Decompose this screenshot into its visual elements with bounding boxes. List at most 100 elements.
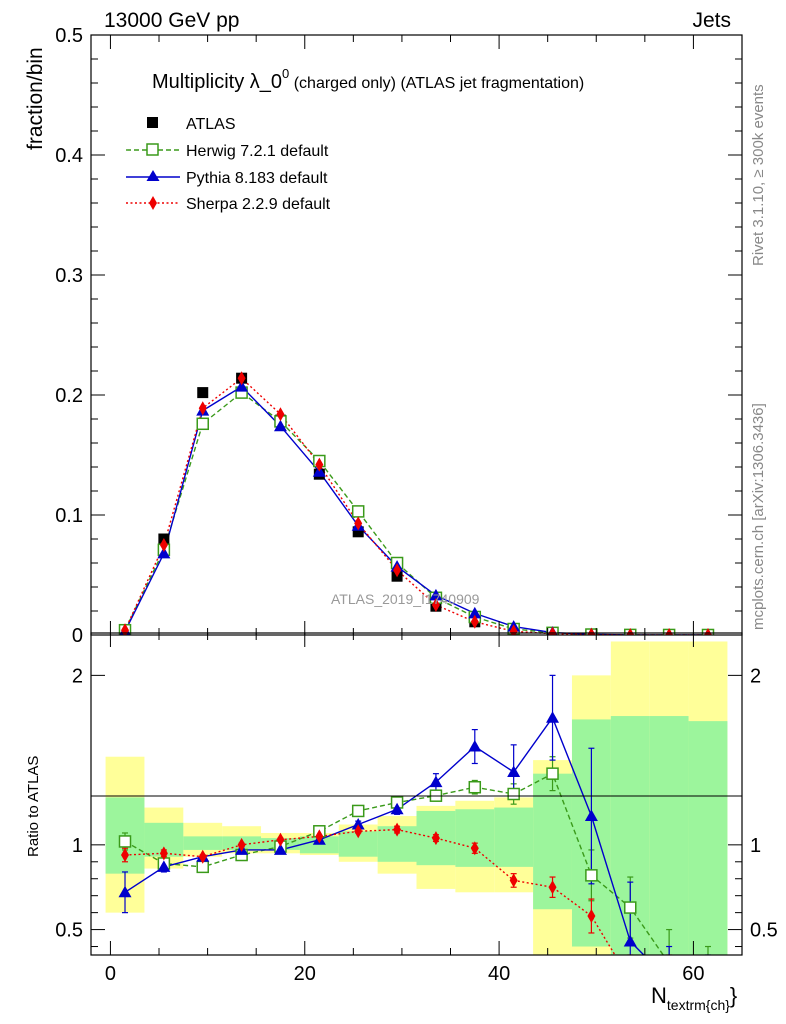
ratio-pythia-point [546, 711, 560, 723]
legend: Multiplicity λ_00 (charged only) (ATLAS … [126, 66, 584, 213]
ratio-pythia-point [623, 934, 637, 947]
main-herwig-point [196, 417, 209, 431]
ratio-y-axis-label: Ratio to ATLAS [25, 756, 42, 857]
ratio-band-inner [494, 807, 534, 867]
ratio-sherpa-point [121, 848, 130, 863]
legend-pythia-label: Pythia 8.183 default [186, 170, 328, 187]
main-sherpa-point [470, 614, 479, 629]
x-tick-label: 20 [294, 963, 316, 985]
legend-entry-atlas: ATLAS [147, 116, 236, 133]
ratio-y-tick-label-right: 1 [750, 835, 761, 857]
legend-herwig-marker [146, 143, 159, 156]
main-sherpa-point [393, 563, 402, 578]
main-sherpa-point [354, 516, 363, 531]
rivet-version-label: Rivet 3.1.10, ≥ 300k events [750, 84, 767, 266]
ratio-band-inner [455, 809, 495, 867]
ratio-herwig-point [546, 767, 559, 780]
legend-entry-herwig: Herwig 7.2.1 default [126, 143, 329, 160]
main-pythia-point [235, 380, 249, 392]
ratio-y-tick-label-right: 0.5 [750, 920, 778, 942]
ratio-herwig-point [118, 835, 132, 848]
legend-sherpa-marker [149, 196, 157, 210]
ratio-pythia-point [468, 740, 482, 752]
main-pythia-point [468, 606, 482, 619]
ratio-pythia-point [584, 809, 598, 822]
ratio-band-inner [688, 721, 728, 955]
main-herwig-point [351, 505, 365, 518]
ratio-y-tick-label-left: 1 [72, 835, 83, 857]
main-y-tick-label: 0.1 [55, 505, 83, 527]
main-sherpa-point [509, 624, 518, 635]
ratio-band-inner [649, 716, 689, 955]
ratio-pythia-point [507, 765, 521, 777]
ratio-sherpa-point [626, 973, 634, 987]
header-observable: Jets [692, 9, 731, 32]
x-tick-label: 0 [105, 963, 116, 985]
ratio-y-tick-label-right: 2 [750, 665, 761, 687]
ratio-pythia-point [273, 843, 287, 855]
ratio-sherpa-point [509, 873, 518, 888]
x-tick-label: 60 [682, 963, 704, 985]
ratio-sherpa-point [470, 841, 479, 856]
ratio-pythia-point [390, 802, 404, 815]
ratio-band-inner [183, 836, 223, 850]
ratio-herwig-point [624, 901, 637, 914]
main-y-tick-label: 0.4 [55, 145, 83, 167]
main-atlas-point [197, 387, 209, 399]
main-y-tick-label: 0.5 [55, 25, 83, 47]
legend-atlas-marker [147, 117, 158, 128]
ratio-y-tick-label-left: 0.5 [55, 920, 83, 942]
main-sherpa-point [315, 457, 324, 472]
ratio-pythia-point [351, 818, 365, 830]
main-sherpa-point [276, 407, 285, 422]
main-sherpa-point [159, 538, 168, 552]
main-sherpa-line [124, 377, 708, 635]
main-pythia-point [273, 419, 287, 432]
legend-entry-sherpa: Sherpa 2.2.9 default [126, 196, 331, 213]
main-sherpa-point [431, 598, 440, 612]
main-sherpa-point [121, 623, 130, 635]
main-y-tick-label: 0 [72, 625, 83, 647]
ratio-sherpa-point [159, 846, 168, 861]
ratio-herwig-point [468, 780, 482, 794]
ratio-sherpa-point [393, 822, 402, 837]
legend-title: Multiplicity λ_00 (charged only) (ATLAS … [152, 66, 584, 93]
ratio-y-tick-label-left: 2 [72, 665, 83, 687]
ratio-herwig-line [124, 772, 665, 955]
main-pythia-point [429, 588, 443, 601]
main-frame [90, 34, 743, 636]
ratio-herwig-point [507, 787, 520, 801]
header-process: 13000 GeV pp [104, 9, 239, 32]
ratio-sherpa-point [237, 837, 246, 852]
x-axis-label: Ntextrm{ch}} [651, 983, 737, 1013]
main-y-tick-label: 0.2 [55, 385, 83, 407]
x-axis: 0 20 40 60 [105, 963, 705, 985]
ratio-pythia-point [157, 860, 171, 872]
ratio-sherpa-point [354, 824, 363, 839]
main-y-tick-label: 0.3 [55, 265, 83, 287]
ratio-sherpa-point [431, 831, 440, 846]
ratio-sherpa-point [276, 832, 285, 847]
ratio-herwig-point [585, 869, 598, 882]
ratio-panel: 0.5 0.5 1 1 2 2 Ratio to ATLAS [25, 632, 778, 987]
ratio-sherpa-point [587, 909, 596, 924]
legend-sherpa-label: Sherpa 2.2.9 default [186, 196, 331, 213]
main-sherpa-point [237, 371, 246, 386]
ratio-sherpa-point [548, 880, 557, 895]
ratio-frame [90, 632, 743, 956]
main-atlas-point [352, 526, 364, 538]
ratio-sherpa-point [315, 829, 324, 844]
ratio-pythia-point [429, 775, 443, 788]
watermark: ATLAS_2019_I1740909 [331, 591, 480, 607]
main-panel: 0 0.1 0.2 0.3 0.4 0.5 fraction/bin ATLAS_2019… [24, 25, 743, 647]
ratio-sherpa-point [198, 849, 207, 864]
legend-atlas-label: ATLAS [186, 116, 236, 133]
legend-pythia-marker [146, 170, 160, 181]
ratio-pythia-point [118, 885, 132, 898]
main-y-axis-label: fraction/bin [24, 47, 47, 150]
legend-herwig-label: Herwig 7.2.1 default [186, 143, 329, 160]
main-pythia-point [157, 546, 171, 559]
mcplots-label: mcplots.cern.ch [arXiv:1306.3436] [750, 403, 767, 630]
ratio-herwig-point [664, 958, 675, 969]
